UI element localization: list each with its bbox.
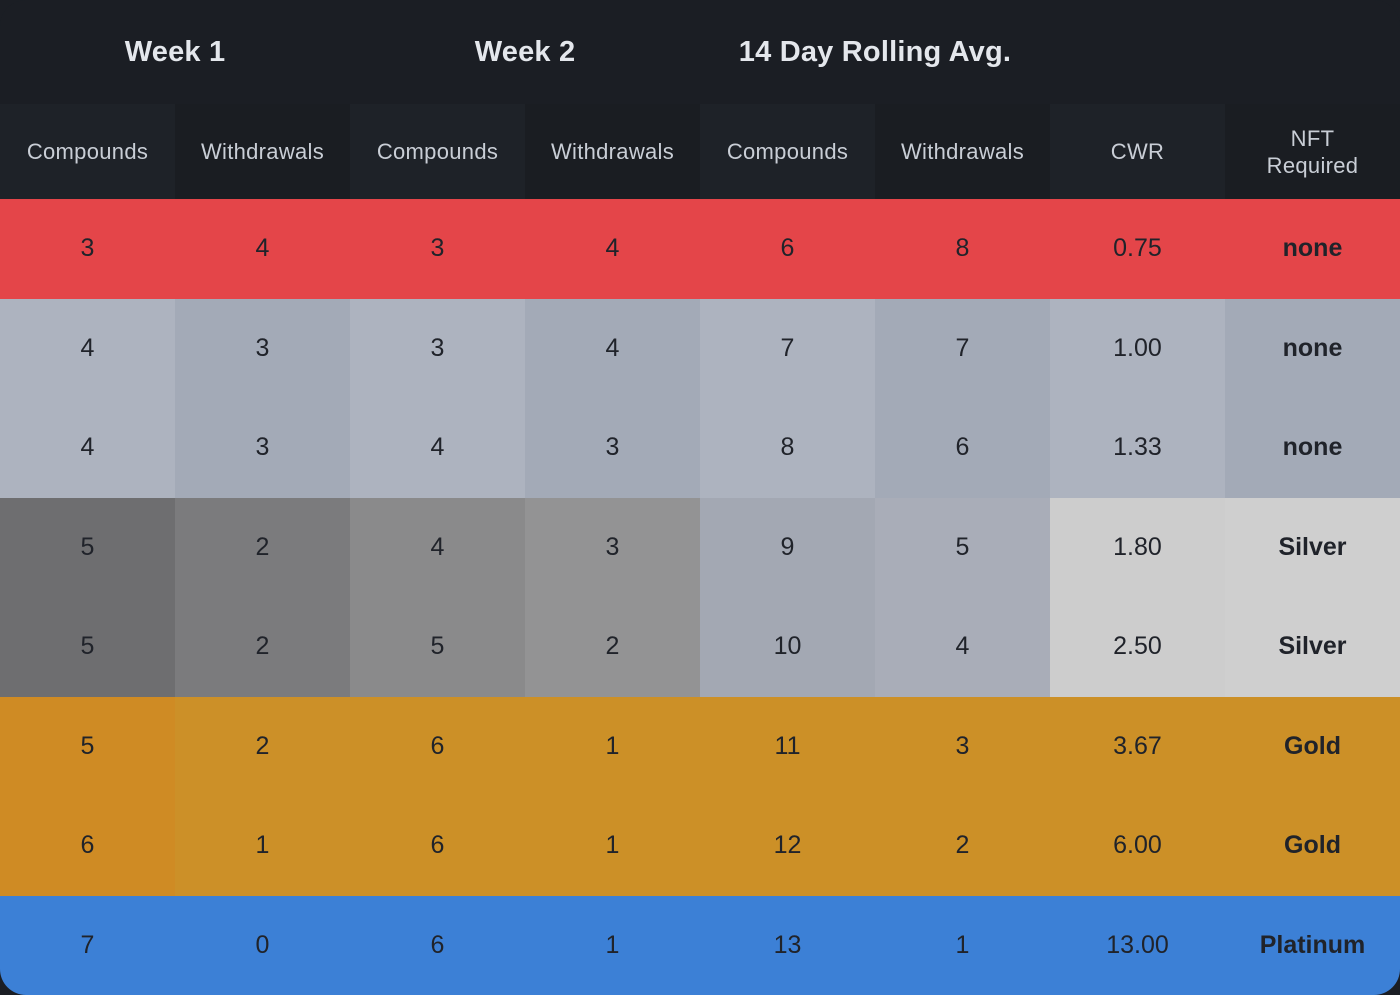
cell-week1-withdrawals: 2 <box>175 597 350 697</box>
cell-cwr: 2.50 <box>1050 597 1225 697</box>
cell-avg-compounds: 13 <box>700 895 875 995</box>
cell-nft-required: Silver <box>1225 597 1400 697</box>
cell-avg-compounds: 9 <box>700 497 875 597</box>
cell-week1-withdrawals: 1 <box>175 796 350 896</box>
cell-week2-withdrawals: 1 <box>525 696 700 796</box>
cell-avg-withdrawals: 8 <box>875 199 1050 299</box>
cell-cwr: 13.00 <box>1050 895 1225 995</box>
cell-nft-required: Gold <box>1225 696 1400 796</box>
table-row: 7 0 6 1 13 1 13.00 Platinum <box>0 895 1400 995</box>
cell-week1-compounds: 6 <box>0 796 175 896</box>
cell-week2-compounds: 4 <box>350 497 525 597</box>
cell-avg-compounds: 7 <box>700 298 875 398</box>
column-header-avg-withdrawals: Withdrawals <box>875 104 1050 199</box>
group-header-rolling-avg: 14 Day Rolling Avg. <box>738 35 1012 68</box>
cell-week1-compounds: 5 <box>0 696 175 796</box>
cell-cwr: 0.75 <box>1050 199 1225 299</box>
cell-avg-compounds: 11 <box>700 696 875 796</box>
cell-week1-compounds: 4 <box>0 298 175 398</box>
cell-week2-withdrawals: 3 <box>525 497 700 597</box>
cell-week2-withdrawals: 1 <box>525 895 700 995</box>
cell-week2-compounds: 3 <box>350 199 525 299</box>
cell-week1-compounds: 7 <box>0 895 175 995</box>
cell-cwr: 1.33 <box>1050 398 1225 498</box>
cell-week1-withdrawals: 2 <box>175 696 350 796</box>
cell-week2-withdrawals: 4 <box>525 199 700 299</box>
cell-avg-withdrawals: 5 <box>875 497 1050 597</box>
column-header-avg-compounds: Compounds <box>700 104 875 199</box>
cell-cwr: 1.80 <box>1050 497 1225 597</box>
group-header-week-2: Week 2 <box>474 35 576 68</box>
cell-avg-compounds: 6 <box>700 199 875 299</box>
table-row: 4 3 3 4 7 7 1.00 none <box>0 298 1400 398</box>
table-body: 3 4 3 4 6 8 0.75 none 4 3 3 4 7 7 1.00 none 4 3 4 3 8 6 1.33 no… <box>0 199 1400 995</box>
cell-cwr: 3.67 <box>1050 696 1225 796</box>
cell-avg-compounds: 8 <box>700 398 875 498</box>
cell-week2-compounds: 6 <box>350 796 525 896</box>
cell-week2-withdrawals: 2 <box>525 597 700 697</box>
column-header-week1-compounds: Compounds <box>0 104 175 199</box>
cell-avg-withdrawals: 2 <box>875 796 1050 896</box>
cell-nft-required: Platinum <box>1225 895 1400 995</box>
cell-avg-compounds: 12 <box>700 796 875 896</box>
cell-avg-withdrawals: 1 <box>875 895 1050 995</box>
cell-avg-withdrawals: 4 <box>875 597 1050 697</box>
cell-week1-compounds: 5 <box>0 497 175 597</box>
cell-week2-compounds: 6 <box>350 895 525 995</box>
cell-nft-required: Gold <box>1225 796 1400 896</box>
cell-week1-compounds: 3 <box>0 199 175 299</box>
column-header-week1-withdrawals: Withdrawals <box>175 104 350 199</box>
cell-nft-required: none <box>1225 199 1400 299</box>
cell-nft-required: none <box>1225 298 1400 398</box>
cell-week2-withdrawals: 1 <box>525 796 700 896</box>
group-header-week-1: Week 1 <box>124 35 226 68</box>
cell-avg-withdrawals: 3 <box>875 696 1050 796</box>
cell-avg-withdrawals: 7 <box>875 298 1050 398</box>
cell-nft-required: Silver <box>1225 497 1400 597</box>
table-row: 5 2 5 2 10 4 2.50 Silver <box>0 597 1400 697</box>
column-header-row: Compounds Withdrawals Compounds Withdraw… <box>0 104 1400 199</box>
cell-week1-compounds: 5 <box>0 597 175 697</box>
table-row: 5 2 6 1 11 3 3.67 Gold <box>0 696 1400 796</box>
cell-cwr: 6.00 <box>1050 796 1225 896</box>
column-header-nft-required: NFT Required <box>1225 104 1400 199</box>
column-header-week2-compounds: Compounds <box>350 104 525 199</box>
table-row: 4 3 4 3 8 6 1.33 none <box>0 398 1400 498</box>
cell-week1-withdrawals: 3 <box>175 398 350 498</box>
cell-week2-withdrawals: 4 <box>525 298 700 398</box>
table-row: 5 2 4 3 9 5 1.80 Silver <box>0 497 1400 597</box>
cell-week1-withdrawals: 4 <box>175 199 350 299</box>
cell-week1-withdrawals: 0 <box>175 895 350 995</box>
cell-week1-withdrawals: 2 <box>175 497 350 597</box>
cell-week1-withdrawals: 3 <box>175 298 350 398</box>
cell-week2-compounds: 6 <box>350 696 525 796</box>
cell-avg-withdrawals: 6 <box>875 398 1050 498</box>
column-header-cwr: CWR <box>1050 104 1225 199</box>
column-header-week2-withdrawals: Withdrawals <box>525 104 700 199</box>
cell-week2-compounds: 3 <box>350 298 525 398</box>
cell-avg-compounds: 10 <box>700 597 875 697</box>
table-row: 3 4 3 4 6 8 0.75 none <box>0 199 1400 299</box>
cell-week2-compounds: 5 <box>350 597 525 697</box>
cell-nft-required: none <box>1225 398 1400 498</box>
cell-week2-withdrawals: 3 <box>525 398 700 498</box>
cell-week2-compounds: 4 <box>350 398 525 498</box>
table-row: 6 1 6 1 12 2 6.00 Gold <box>0 796 1400 896</box>
cell-cwr: 1.00 <box>1050 298 1225 398</box>
cell-week1-compounds: 4 <box>0 398 175 498</box>
